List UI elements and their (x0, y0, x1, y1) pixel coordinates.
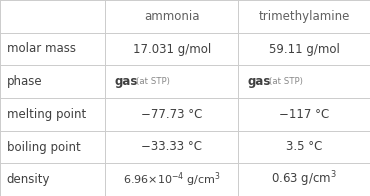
Text: molar mass: molar mass (7, 43, 75, 55)
Text: 59.11 g/mol: 59.11 g/mol (269, 43, 339, 55)
Text: melting point: melting point (7, 108, 86, 121)
Text: −117 °C: −117 °C (279, 108, 329, 121)
Text: gas: gas (115, 75, 138, 88)
Text: ammonia: ammonia (144, 10, 199, 23)
Text: trimethylamine: trimethylamine (258, 10, 350, 23)
Text: $6.96{\times}10^{-4}$ g/cm$^3$: $6.96{\times}10^{-4}$ g/cm$^3$ (123, 170, 221, 189)
Text: 17.031 g/mol: 17.031 g/mol (132, 43, 211, 55)
Text: (at STP): (at STP) (136, 77, 170, 86)
Text: −77.73 °C: −77.73 °C (141, 108, 202, 121)
Text: density: density (7, 173, 50, 186)
Text: boiling point: boiling point (7, 141, 80, 153)
Text: gas: gas (247, 75, 270, 88)
Text: 0.63 g/cm$^3$: 0.63 g/cm$^3$ (271, 170, 337, 190)
Text: (at STP): (at STP) (269, 77, 303, 86)
Text: phase: phase (7, 75, 42, 88)
Text: −33.33 °C: −33.33 °C (141, 141, 202, 153)
Text: 3.5 °C: 3.5 °C (286, 141, 322, 153)
